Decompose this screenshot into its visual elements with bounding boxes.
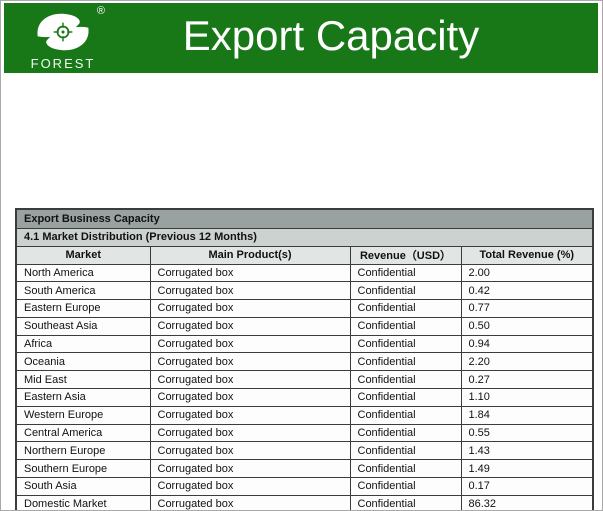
table-cell: South Asia [15, 477, 151, 496]
table-cell: Confidential [349, 352, 462, 372]
table-cell: Oceania [15, 352, 151, 372]
table-cell: Confidential [349, 263, 462, 283]
table-row: Southeast Asia Corrugated box Confidential… [15, 316, 594, 336]
table-cell: 2.20 [460, 352, 594, 372]
table-cell: Corrugated box [149, 299, 351, 318]
table-cell: Central America [15, 423, 151, 443]
table-cell: Corrugated box [149, 459, 351, 479]
table-row: Northern Europe Corrugated box Confidentia… [15, 441, 594, 461]
table-cell: 0.17 [460, 477, 594, 496]
table-cell: 1.43 [460, 441, 594, 461]
table-cell: Confidential [349, 316, 462, 336]
table-cell: Confidential [349, 299, 462, 318]
table-cell: Africa [15, 334, 151, 354]
table-cell: North America [15, 263, 151, 283]
table-cell: Corrugated box [149, 316, 351, 336]
table-cell: Corrugated box [149, 281, 351, 301]
page-title: Export Capacity [182, 12, 480, 59]
table-cell: 0.55 [460, 423, 594, 443]
table-cell: Confidential [349, 388, 462, 407]
table-cell: South America [15, 281, 151, 301]
market-distribution-table: Export Business Capacity 4.1 Market Dist… [15, 208, 595, 510]
banner-spacer [540, 3, 598, 73]
table-cell: Confidential [349, 477, 462, 496]
table-section: Export Business Capacity 4.1 Market Dist… [15, 208, 595, 510]
table-cell: Corrugated box [149, 352, 351, 372]
table-cell: Eastern Europe [15, 299, 151, 318]
table-cell: Corrugated box [149, 441, 351, 461]
table-cell: 0.77 [460, 299, 594, 318]
table-subsection-title: 4.1 Market Distribution (Previous 12 Mon… [15, 227, 594, 247]
table-cell: 1.10 [460, 388, 594, 407]
table-row: South America Corrugated box Confidential 0… [15, 281, 594, 301]
column-header: Total Revenue (%) [460, 245, 594, 265]
table-row: Oceania Corrugated box Confidential 2.20 [15, 352, 594, 372]
table-section-title: Export Business Capacity [15, 208, 594, 229]
forest-leaf-logo-icon: ® [27, 5, 105, 54]
brand-name: FOREST [30, 55, 96, 71]
table-subsection-title-row: 4.1 Market Distribution (Previous 12 Mon… [15, 227, 594, 247]
table-cell: Northern Europe [15, 441, 151, 461]
table-cell: Corrugated box [149, 263, 351, 283]
table-cell: 0.27 [460, 370, 594, 390]
column-header: Main Product(s) [149, 245, 351, 265]
header-banner: ® FOREST Export Capacity [4, 3, 598, 73]
table-cell: Domestic Market [15, 494, 151, 510]
table-row: Eastern Europe Corrugated box Confidential… [15, 299, 594, 318]
table-row: Mid East Corrugated box Confidential 0.27 [15, 370, 594, 390]
column-header: Revenue（USD） [349, 245, 462, 265]
table-cell: Confidential [349, 459, 462, 479]
table-cell: Confidential [349, 441, 462, 461]
table-cell: Confidential [349, 334, 462, 354]
table-cell: Confidential [349, 370, 462, 390]
table-row: Southern Europe Corrugated box Confidentia… [15, 459, 594, 479]
table-cell: Confidential [349, 281, 462, 301]
table-cell: 1.49 [460, 459, 594, 479]
table-cell: Eastern Asia [15, 388, 151, 407]
brand-logo: ® FOREST [4, 3, 122, 73]
table-cell: 0.50 [460, 316, 594, 336]
table-cell: 0.42 [460, 281, 594, 301]
table-cell: Corrugated box [149, 334, 351, 354]
table-cell: Corrugated box [149, 370, 351, 390]
table-row: Western Europe Corrugated box Confidential… [15, 405, 594, 425]
table-row: North America Corrugated box Confidential 2… [15, 263, 594, 283]
table-column-header-row: Market Main Product(s) Revenue（USD） Total R… [15, 245, 594, 265]
table-cell: Confidential [349, 405, 462, 425]
table-cell: Mid East [15, 370, 151, 390]
table-cell: Corrugated box [149, 388, 351, 407]
table-cell: 86.32 [460, 494, 594, 510]
table-row: Central America Corrugated box Confidentia… [15, 423, 594, 443]
table-cell: 0.94 [460, 334, 594, 354]
table-cell: Western Europe [15, 405, 151, 425]
table-cell: Confidential [349, 423, 462, 443]
table-cell: 2.00 [460, 263, 594, 283]
table-row: Domestic Market Corrugated box Confidentia… [15, 494, 594, 510]
table-cell: Corrugated box [149, 423, 351, 443]
table-cell: Southern Europe [15, 459, 151, 479]
table-cell: Corrugated box [149, 405, 351, 425]
table-cell: 1.84 [460, 405, 594, 425]
table-section-title-row: Export Business Capacity [15, 208, 594, 229]
table-cell: Southeast Asia [15, 316, 151, 336]
registered-trademark-icon: ® [96, 4, 105, 17]
table-row: Eastern Asia Corrugated box Confidential 1.… [15, 388, 594, 407]
table-cell: Corrugated box [149, 494, 351, 510]
table-cell: Corrugated box [149, 477, 351, 496]
table-row: South Asia Corrugated box Confidential 0.17 [15, 477, 594, 496]
column-header: Market [15, 245, 151, 265]
table-cell: Confidential [349, 494, 462, 510]
table-row: Africa Corrugated box Confidential 0.94 [15, 334, 594, 354]
